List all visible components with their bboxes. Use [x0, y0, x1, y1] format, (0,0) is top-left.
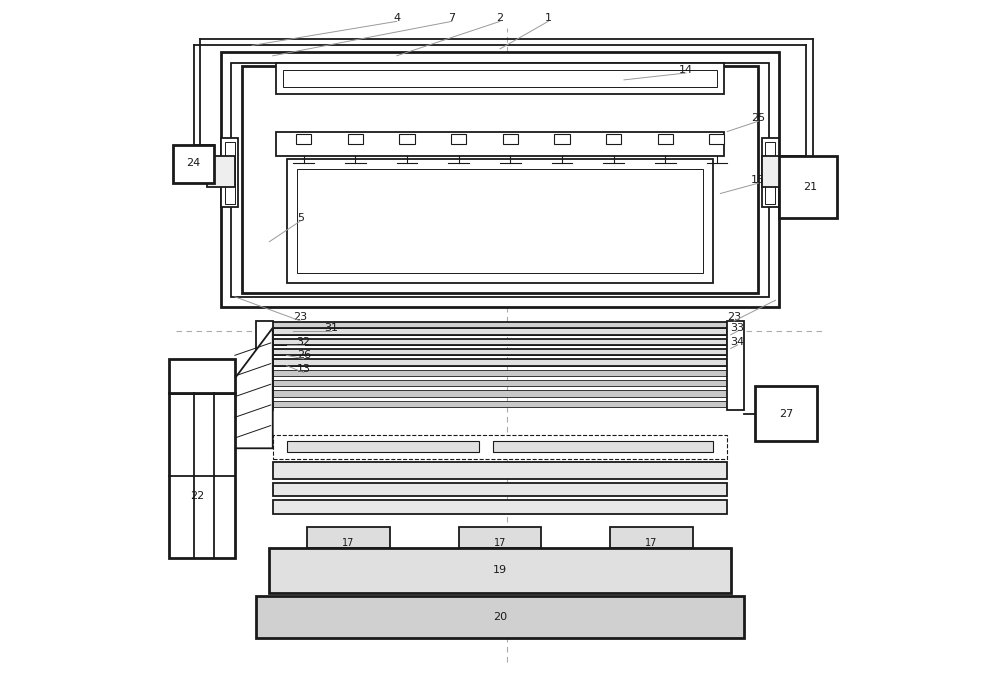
Bar: [273, 483, 727, 497]
Bar: [273, 370, 727, 376]
Bar: [207, 156, 235, 186]
Text: 24: 24: [186, 157, 201, 168]
Bar: [256, 596, 744, 638]
Bar: [399, 134, 415, 144]
Bar: [709, 134, 724, 144]
Bar: [273, 349, 727, 355]
Bar: [658, 134, 673, 144]
Bar: [273, 359, 727, 366]
Bar: [762, 156, 789, 186]
Bar: [554, 134, 570, 144]
Bar: [493, 442, 713, 452]
Text: 25: 25: [751, 112, 765, 123]
Text: 34: 34: [731, 337, 745, 346]
Bar: [273, 339, 727, 345]
Text: 17: 17: [342, 538, 355, 549]
Bar: [242, 66, 758, 293]
Text: 19: 19: [493, 565, 507, 575]
Text: 15: 15: [751, 175, 765, 185]
Bar: [225, 142, 235, 204]
Bar: [169, 393, 235, 558]
Bar: [273, 359, 727, 366]
Text: 23: 23: [727, 313, 741, 322]
Bar: [779, 156, 837, 217]
Bar: [297, 170, 703, 273]
Bar: [296, 134, 311, 144]
Bar: [287, 442, 479, 452]
Bar: [273, 500, 727, 514]
Text: 4: 4: [393, 13, 400, 23]
Bar: [273, 462, 727, 480]
Bar: [269, 548, 731, 593]
Bar: [221, 139, 238, 207]
Bar: [762, 139, 779, 207]
Bar: [765, 142, 775, 204]
Bar: [256, 321, 273, 411]
Bar: [755, 386, 817, 442]
Text: 20: 20: [493, 612, 507, 622]
Bar: [273, 380, 727, 386]
Bar: [173, 146, 214, 183]
Bar: [451, 134, 466, 144]
Text: 21: 21: [803, 181, 817, 192]
Bar: [169, 359, 235, 393]
Text: 31: 31: [324, 323, 338, 333]
Bar: [273, 401, 727, 407]
Bar: [273, 339, 727, 345]
Bar: [610, 527, 693, 548]
Polygon shape: [231, 328, 273, 448]
Bar: [287, 159, 713, 283]
Bar: [276, 63, 724, 94]
Bar: [231, 63, 769, 297]
Bar: [273, 328, 727, 335]
Text: 17: 17: [494, 538, 506, 549]
Text: 27: 27: [779, 409, 793, 419]
Text: 7: 7: [448, 13, 455, 23]
Bar: [273, 435, 727, 459]
Bar: [459, 527, 541, 548]
Text: 17: 17: [645, 538, 658, 549]
Bar: [307, 527, 390, 548]
Text: 5: 5: [297, 213, 304, 223]
Bar: [273, 349, 727, 355]
Bar: [273, 391, 727, 397]
Text: 2: 2: [496, 13, 504, 23]
Text: 32: 32: [297, 337, 311, 346]
Text: 1: 1: [545, 13, 552, 23]
Text: 26: 26: [297, 351, 311, 360]
Bar: [727, 321, 744, 411]
Text: 13: 13: [297, 364, 311, 374]
Bar: [221, 52, 779, 307]
Bar: [503, 134, 518, 144]
Text: 33: 33: [731, 323, 745, 333]
Bar: [606, 134, 621, 144]
Text: 14: 14: [679, 65, 693, 75]
Bar: [276, 132, 724, 156]
Bar: [273, 328, 727, 335]
Bar: [269, 322, 731, 328]
Bar: [348, 134, 363, 144]
Text: 22: 22: [190, 491, 204, 502]
Bar: [283, 70, 717, 87]
Text: 23: 23: [293, 313, 307, 322]
